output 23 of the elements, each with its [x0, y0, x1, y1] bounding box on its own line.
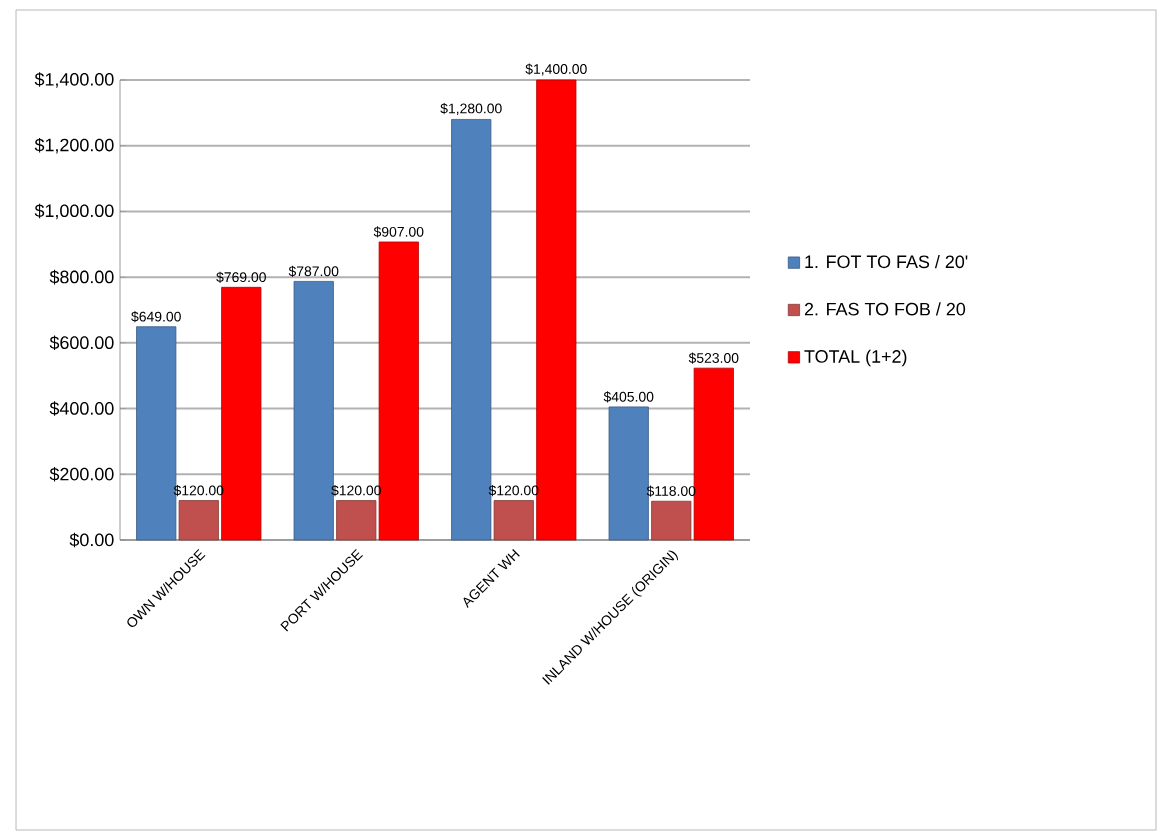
legend-label: 2. FAS TO FOB / 20	[804, 302, 966, 316]
bar	[693, 367, 734, 541]
y-tick-label: $600.00	[49, 335, 114, 351]
bar	[536, 79, 577, 541]
bar	[493, 500, 534, 541]
legend-label: 1. FOT TO FAS / 20'	[805, 254, 968, 269]
bar	[651, 500, 692, 541]
y-tick-label: $0.00	[69, 532, 114, 548]
y-tick-label: $1,400.00	[34, 72, 114, 88]
y-tick-label: $1,000.00	[34, 203, 114, 220]
legend-label: TOTAL (1+2)	[804, 349, 907, 367]
y-tick-label: $1,200.00	[34, 137, 114, 154]
bar	[608, 406, 649, 541]
bar	[378, 241, 419, 541]
bar	[136, 326, 177, 541]
y-tick-label: $800.00	[49, 269, 114, 285]
y-tick-label: $200.00	[49, 467, 114, 482]
bar	[178, 500, 219, 541]
y-tick-label: $400.00	[49, 401, 114, 416]
bar	[336, 500, 377, 541]
bar	[221, 286, 262, 541]
bar	[451, 119, 492, 541]
bar	[293, 281, 334, 541]
